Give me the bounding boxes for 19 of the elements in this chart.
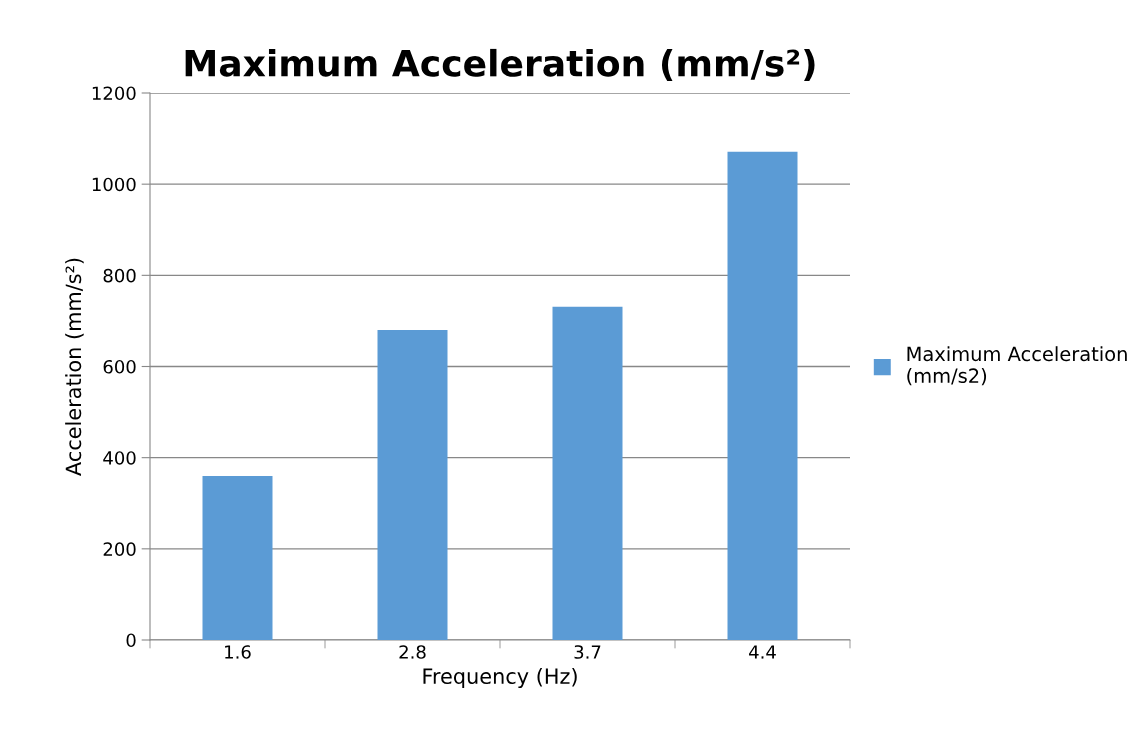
- y-tick-label: 1200: [92, 86, 136, 101]
- legend-label: Maximum Acceleration (mm/s2): [907, 346, 1127, 386]
- y-tick-label: 1000: [92, 177, 136, 192]
- bar: [552, 306, 623, 640]
- y-tick-label: 600: [103, 359, 136, 374]
- y-tick-label: 800: [103, 268, 136, 283]
- y-tick-label: 400: [103, 451, 136, 465]
- y-tick-label: 0: [126, 633, 136, 648]
- x-tick-label: 2.8: [399, 645, 426, 659]
- y-tick-label: 200: [103, 542, 136, 556]
- bar: [727, 151, 798, 640]
- x-tick-label: 3.7: [574, 645, 601, 659]
- x-tick-label: 1.6: [225, 645, 251, 659]
- y-axis-title: Acceleration (mm/s²): [65, 258, 84, 476]
- bar: [202, 475, 273, 640]
- bar: [377, 330, 448, 640]
- x-tick-label: 4.4: [749, 645, 776, 659]
- chart-title: Maximum Acceleration (mm/s²): [185, 48, 815, 82]
- x-axis-title: Frequency (Hz): [423, 667, 577, 689]
